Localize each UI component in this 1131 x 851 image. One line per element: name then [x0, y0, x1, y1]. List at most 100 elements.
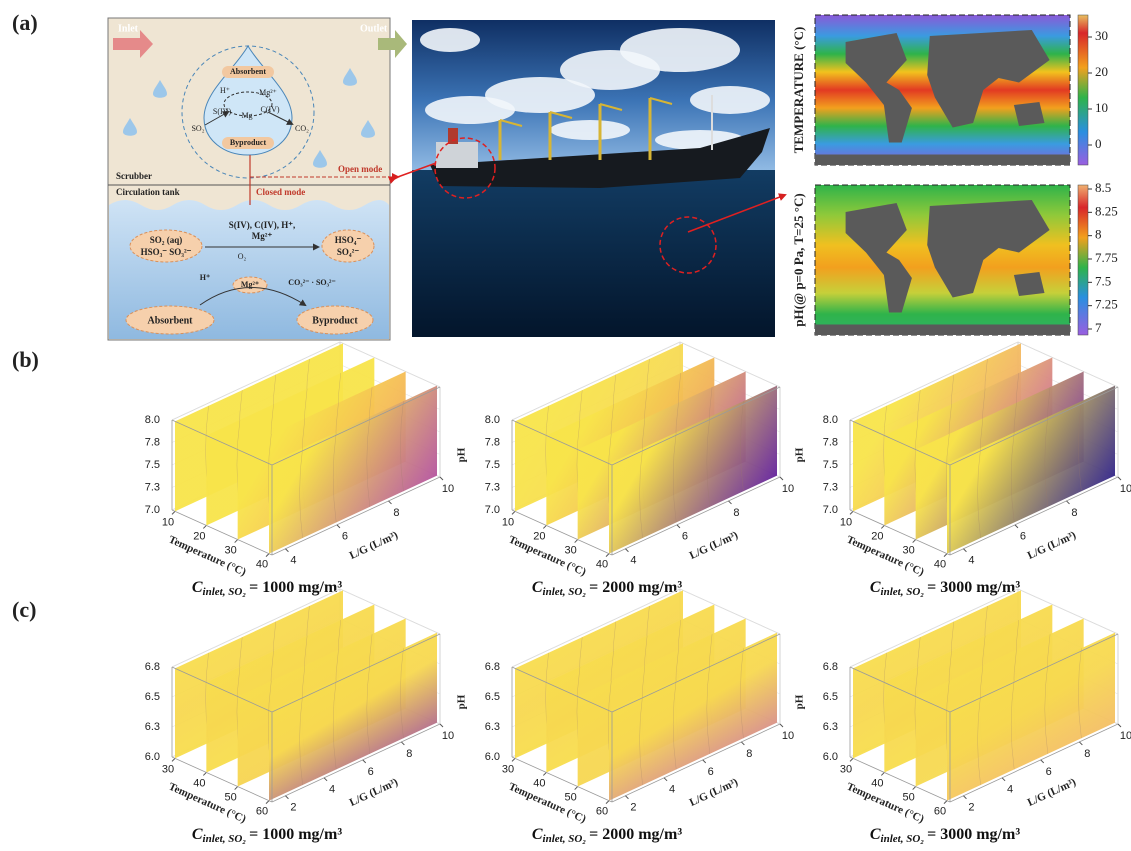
x-tick: [266, 801, 269, 804]
lg-axis-label: L/G (L/m³): [688, 529, 740, 562]
ph-tick-label: 7.3: [823, 481, 838, 493]
x-tick: [850, 758, 853, 761]
colorbar-tick-label: 20: [1095, 64, 1108, 79]
x-tick: [881, 525, 884, 528]
temperature-tick-label: 40: [934, 559, 946, 571]
y-tick: [963, 796, 966, 799]
colorbar-tick-label: 7.25: [1095, 297, 1118, 312]
ph-tick-label: 7.3: [145, 481, 160, 493]
y-tick: [285, 549, 288, 552]
caption-symbol: C: [532, 579, 543, 596]
label: C(IV): [260, 105, 279, 114]
colorbar-tick-label: 7: [1095, 320, 1102, 335]
superstructure: [436, 142, 478, 168]
lg-tick-label: 6: [368, 766, 374, 778]
y-tick: [440, 724, 443, 727]
cloud: [620, 28, 740, 72]
temperature-tick-label: 60: [596, 806, 608, 818]
lg-axis-label: L/G (L/m³): [348, 529, 400, 562]
y-tick: [1015, 525, 1018, 528]
land: [815, 325, 1070, 336]
temperature-tick-label: 40: [256, 559, 268, 571]
temperature-tick-label: 10: [162, 516, 174, 528]
x-tick: [606, 801, 609, 804]
ph-tick-label: 6.3: [823, 721, 838, 733]
label: H⁺: [220, 86, 230, 95]
label: Byproduct: [230, 138, 267, 147]
ph-tick-label: 7.5: [485, 459, 500, 471]
temperature-tick-label: 20: [871, 530, 883, 542]
lg-tick-label: 6: [682, 531, 688, 543]
ph-axis-label: pH: [794, 694, 806, 709]
temperature-tick-label: 40: [193, 777, 205, 789]
caption-symbol: C: [192, 579, 203, 596]
label: Byproduct: [312, 315, 358, 326]
y-tick: [1041, 760, 1044, 763]
lg-axis-label: L/G (L/m³): [348, 776, 400, 809]
y-tick: [401, 742, 404, 745]
y-tick: [388, 501, 391, 504]
ph-axis-label: pH: [456, 694, 468, 709]
caption-text: = 2000 mg/m³: [589, 579, 682, 596]
y-tick: [703, 760, 706, 763]
y-tick: [625, 549, 628, 552]
x-tick: [606, 554, 609, 557]
temperature-tick-label: 30: [502, 763, 514, 775]
colorbar-tick-label: 30: [1095, 28, 1108, 43]
land: [815, 155, 1070, 166]
lg-tick-label: 4: [968, 555, 974, 567]
temperature-tick-label: 50: [225, 791, 237, 803]
label: CO₂: [295, 124, 309, 133]
lg-tick-label: 10: [442, 483, 454, 495]
label: Absorbent: [147, 315, 193, 326]
ph-tick-label: 6.5: [823, 691, 838, 703]
x-tick: [512, 511, 515, 514]
lg-tick-label: 6: [342, 531, 348, 543]
lg-tick-label: 8: [1071, 507, 1077, 519]
label: Mg: [241, 111, 252, 120]
ph-tick-label: 7.0: [145, 504, 160, 516]
panel-label: (b): [12, 347, 39, 372]
temperature-tick-label: 40: [871, 777, 883, 789]
ph-tick-label: 6.5: [485, 691, 500, 703]
y-tick: [963, 549, 966, 552]
lg-tick-label: 2: [968, 802, 974, 814]
lg-tick-label: 4: [1007, 784, 1013, 796]
x-tick: [235, 787, 238, 790]
colorbar-tick-label: 8.25: [1095, 203, 1118, 218]
temperature-tick-label: 60: [934, 806, 946, 818]
x-tick: [881, 772, 884, 775]
y-tick: [664, 778, 667, 781]
colorbar-tick-label: 8: [1095, 227, 1102, 242]
x-tick: [235, 540, 238, 543]
lg-tick-label: 10: [782, 730, 794, 742]
lg-tick-label: 4: [329, 784, 335, 796]
label: S(IV): [213, 107, 232, 116]
label: Mg²⁺: [259, 88, 277, 97]
lg-tick-label: 10: [442, 730, 454, 742]
x-tick: [266, 554, 269, 557]
temperature-tick-label: 10: [840, 516, 852, 528]
y-tick: [285, 796, 288, 799]
lg-tick-label: 8: [733, 507, 739, 519]
label: Inlet: [118, 23, 139, 34]
ph-tick-label: 8.0: [145, 414, 160, 426]
y-tick: [440, 477, 443, 480]
caption-subscript: inlet, SO₂: [203, 586, 247, 598]
ph-tick-label: 6.0: [823, 751, 838, 763]
x-tick: [944, 554, 947, 557]
temperature-tick-label: 20: [533, 530, 545, 542]
label: SO₄²⁻: [337, 247, 359, 257]
temperature-tick-label: 50: [903, 791, 915, 803]
y-tick: [677, 525, 680, 528]
caption-subscript: inlet, SO₂: [543, 586, 587, 598]
figure: (a)(b)(c)InletOutletAbsorbentByproductH⁺…: [0, 0, 1131, 851]
cloud: [420, 28, 480, 52]
lg-tick-label: 6: [1046, 766, 1052, 778]
ph-tick-label: 6.0: [485, 751, 500, 763]
cloud: [690, 86, 770, 114]
y-tick: [741, 742, 744, 745]
ph-tick-label: 6.5: [145, 691, 160, 703]
y-tick: [1002, 778, 1005, 781]
lg-tick-label: 8: [1084, 748, 1090, 760]
